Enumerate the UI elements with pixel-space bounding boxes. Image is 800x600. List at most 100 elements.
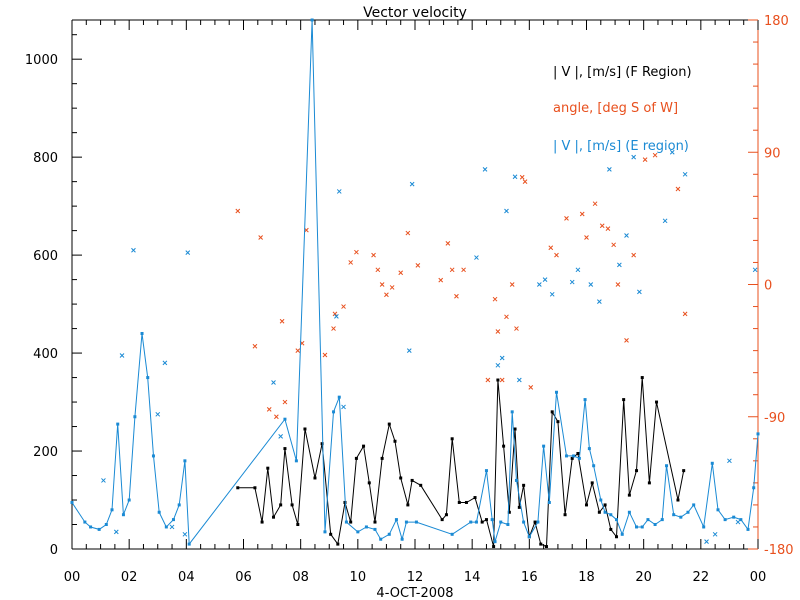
data-point (756, 432, 760, 436)
y-tick-label: 600 (33, 249, 58, 264)
data-point (564, 216, 569, 221)
data-point (384, 292, 389, 298)
data-point (332, 410, 336, 414)
data-point (356, 530, 360, 534)
data-point (493, 540, 497, 544)
y2-tick-label: 90 (764, 146, 781, 161)
data-point (522, 483, 526, 487)
data-point (642, 157, 648, 162)
data-point (457, 500, 461, 504)
x-axis-ticks: 00 02 04 06 08 10 12 14 16 18 20 22 00 (64, 20, 766, 585)
data-point (409, 181, 415, 187)
data-point (332, 311, 338, 317)
data-point (155, 411, 161, 417)
data-point (410, 478, 414, 482)
data-point (121, 513, 125, 517)
data-point (490, 518, 494, 522)
data-point (512, 174, 518, 180)
data-point (133, 415, 137, 419)
x-tick-label: 14 (464, 570, 481, 585)
data-point (253, 486, 257, 490)
x-tick-label: 04 (178, 570, 195, 585)
data-point (528, 385, 534, 390)
data-point (495, 362, 501, 368)
data-point (283, 417, 287, 421)
data-point (682, 311, 688, 317)
data-point (615, 518, 619, 522)
data-point (484, 469, 488, 473)
data-point (151, 454, 155, 458)
data-point (295, 348, 301, 353)
data-point (739, 518, 743, 522)
x-tick-label: 02 (121, 570, 138, 585)
y-axis-ticks: 0 200 400 600 800 1000 (25, 34, 82, 558)
data-point (504, 314, 509, 320)
data-point (116, 422, 120, 426)
data-point (609, 513, 613, 517)
data-point (577, 456, 581, 460)
data-point (507, 510, 511, 514)
data-point (348, 260, 354, 265)
data-point (627, 510, 631, 514)
data-point (682, 469, 686, 473)
data-point (585, 503, 588, 507)
data-point (672, 513, 676, 517)
data-point (662, 218, 668, 224)
data-point (620, 532, 624, 536)
data-point (450, 437, 454, 441)
data-point (536, 520, 540, 524)
data-point (310, 18, 314, 22)
data-point (587, 447, 591, 451)
data-point (669, 149, 675, 155)
data-point (615, 535, 619, 539)
data-point (597, 510, 601, 514)
data-point (631, 252, 637, 258)
data-point (605, 226, 611, 232)
data-point (732, 515, 736, 519)
series-2 (70, 18, 760, 546)
data-point (622, 398, 626, 402)
data-point (303, 427, 307, 431)
data-point (329, 532, 333, 536)
data-point (653, 523, 657, 527)
data-point (584, 235, 589, 240)
data-point (686, 510, 690, 514)
data-point (140, 331, 144, 335)
data-point (590, 481, 594, 485)
x-tick-label: 18 (578, 570, 595, 585)
x-tick-label: 16 (521, 570, 538, 585)
data-point (473, 496, 477, 500)
data-point (603, 510, 607, 514)
legend-entry: | V |, [m/s] (E region) (553, 139, 689, 154)
data-point (679, 515, 683, 519)
data-point (723, 518, 727, 522)
data-point (252, 343, 258, 349)
data-point (322, 352, 328, 358)
data-point (101, 478, 106, 483)
data-point (682, 171, 688, 177)
data-point (440, 518, 444, 522)
x-tick-label: 22 (693, 570, 710, 585)
data-point (549, 291, 555, 297)
data-point (550, 410, 554, 414)
data-point (235, 208, 241, 214)
data-point (704, 539, 709, 545)
data-point (406, 503, 410, 507)
data-point (183, 459, 187, 463)
data-point (547, 500, 551, 504)
x-axis-label: 4-OCT-2008 (376, 586, 453, 600)
data-point (676, 498, 680, 502)
data-point (187, 542, 191, 546)
data-point (575, 267, 581, 273)
data-point (274, 414, 279, 420)
data-point (727, 458, 732, 464)
data-point (510, 410, 514, 414)
data-point (554, 390, 558, 394)
data-point (177, 503, 181, 507)
data-point (380, 456, 384, 460)
data-point (169, 524, 175, 530)
data-point (746, 527, 750, 531)
data-point (482, 167, 488, 172)
data-point (665, 464, 669, 468)
data-point (506, 523, 510, 527)
